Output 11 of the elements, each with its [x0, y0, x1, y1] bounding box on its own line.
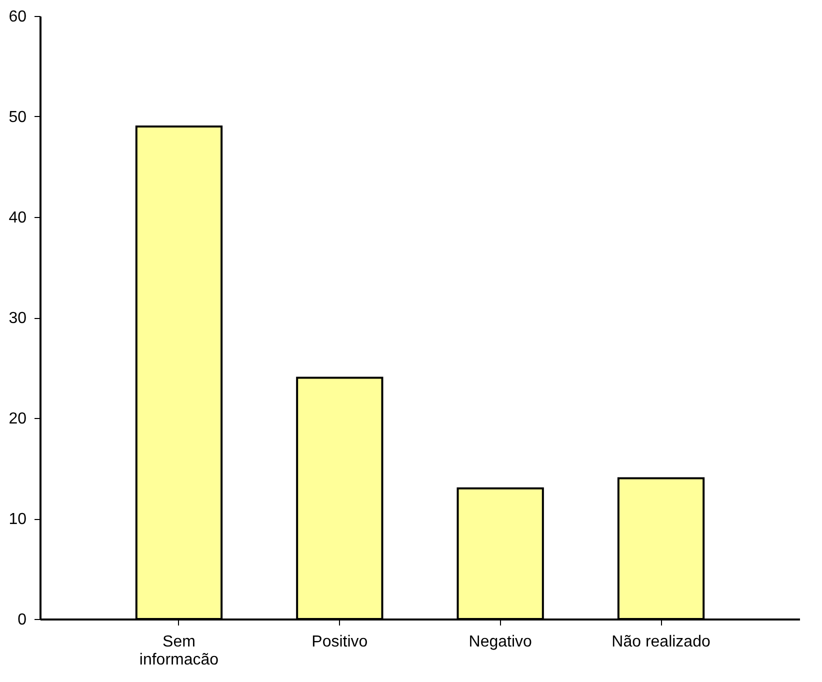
y-tick-label: 40: [8, 210, 27, 226]
y-tick-label: 30: [8, 310, 27, 327]
y-tick-label: 10: [8, 511, 27, 528]
y-tick-label: 60: [8, 8, 27, 26]
x-tick-label: Positivo: [312, 634, 368, 650]
x-tick-label: Negativo: [468, 634, 532, 650]
x-tick-label: Não realizado: [612, 634, 710, 650]
y-tick-label: 20: [8, 410, 27, 428]
x-tick-label: Sem informacão: [139, 634, 219, 668]
y-tick-label: 0: [18, 612, 27, 628]
y-tick-label: 50: [8, 109, 27, 126]
